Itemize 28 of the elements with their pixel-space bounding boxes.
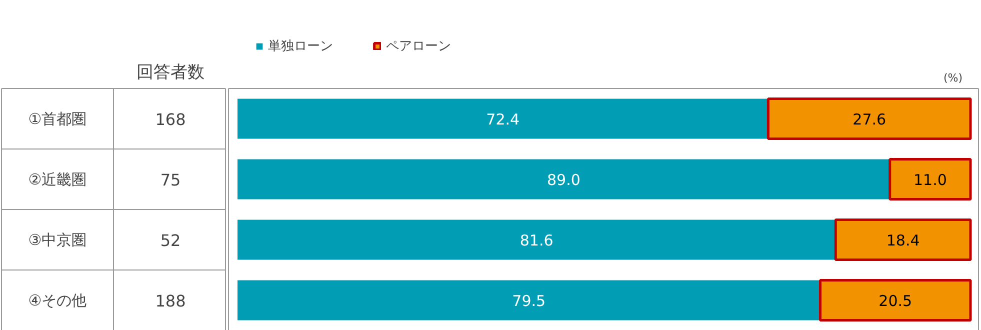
text: 75 [160,170,181,190]
legend-label: 単独ローン [268,38,333,55]
text: 188 [155,291,186,310]
bar [834,218,972,261]
legend-label: ペアローン [386,38,451,55]
data-label: 72.4 [486,110,520,128]
data-label: 11.0 [913,170,947,189]
bar [888,158,972,200]
bar [238,159,890,200]
bar [238,280,820,320]
text: (%) [943,72,963,84]
data-label: 27.6 [852,110,886,128]
text: 回答者数 [136,62,204,82]
y-tick-label: ①首都圏 [28,110,87,128]
bar [766,98,972,140]
data-label: 18.4 [886,231,920,250]
data-label: 89.0 [546,170,580,189]
bar [818,279,972,322]
y-tick-label: ②近畿圏 [28,170,87,188]
data-label: 81.6 [520,231,554,250]
text: 52 [160,230,181,250]
data-label: 79.5 [512,292,546,310]
text: 168 [155,110,186,129]
y-tick-label: ④その他 [28,291,87,310]
y-tick-label: ③中京圏 [28,230,87,249]
data-label: 20.5 [878,292,912,310]
bar [238,220,836,260]
bar [238,98,768,139]
